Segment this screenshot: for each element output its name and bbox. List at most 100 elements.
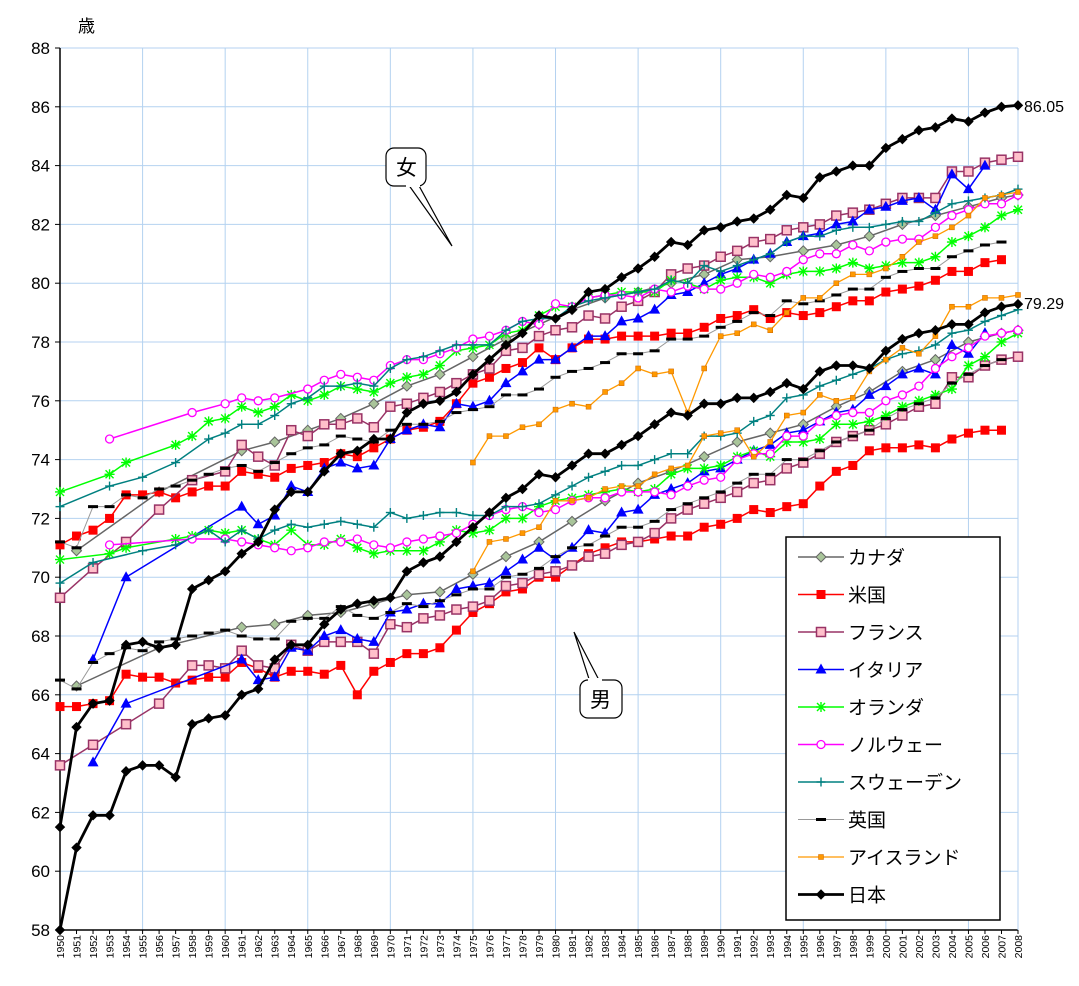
data-point-1-male (914, 440, 924, 450)
data-point-4-female (104, 469, 115, 480)
data-point-9-male (1012, 298, 1024, 310)
data-point-4-male (500, 513, 511, 524)
data-point-5-male (534, 507, 544, 518)
data-point-4-female (963, 231, 974, 242)
data-point-6-male (765, 411, 775, 420)
data-point-9-female (236, 548, 247, 559)
data-point-5-male (649, 487, 660, 497)
data-point-8-male (552, 498, 559, 504)
data-point-9-female (1012, 100, 1024, 111)
data-point-5-male (996, 328, 1007, 338)
data-point-9-female (302, 486, 313, 498)
data-point-4-female (269, 401, 280, 412)
data-point-2-female (368, 422, 380, 433)
data-point-2-male (963, 372, 974, 383)
data-point-5-female (303, 384, 313, 394)
data-point-2-male (500, 580, 512, 592)
data-point-2-male (451, 604, 462, 615)
data-point-3-female (351, 462, 363, 473)
data-point-9-male (831, 360, 842, 371)
data-point-8-female (618, 380, 625, 386)
data-point-9-female (665, 236, 677, 248)
data-point-4-male (401, 545, 412, 556)
data-point-8-male (982, 295, 988, 301)
data-point-6-male (584, 472, 594, 482)
data-point-1-male (716, 519, 726, 529)
data-point-6-female (204, 434, 214, 444)
x-tick-label: 1974 (451, 935, 463, 959)
data-point-9-female (632, 263, 644, 274)
x-tick-label: 1979 (534, 935, 546, 959)
data-point-8-female (519, 424, 526, 431)
data-point-1-female (534, 343, 544, 353)
x-tick-label: 1971 (402, 935, 414, 959)
data-point-9-male (368, 595, 380, 606)
data-point-9-male (665, 407, 677, 418)
data-point-4-male (979, 351, 990, 362)
data-point-2-female (566, 322, 578, 333)
data-point-9-male (946, 319, 958, 330)
data-point-8-female (833, 280, 840, 286)
data-point-3-female (913, 191, 925, 202)
data-point-9-male (335, 604, 347, 615)
data-point-5-female (237, 393, 247, 403)
data-point-2-male (54, 760, 66, 771)
data-point-1-female (683, 328, 693, 338)
x-tick-label: 1989 (699, 935, 711, 959)
data-point-5-male (385, 543, 395, 553)
data-point-6-male (55, 578, 65, 588)
data-point-5-male (1013, 325, 1023, 335)
series-9 (54, 100, 1024, 936)
data-point-2-male (219, 663, 231, 674)
data-point-3-female (830, 218, 842, 229)
data-point-6-male (501, 502, 511, 512)
data-point-5-male (336, 537, 346, 547)
data-point-5-male (451, 528, 462, 538)
data-point-4-male (963, 360, 974, 371)
data-point-8-male (899, 345, 906, 351)
data-point-1-male (980, 425, 990, 435)
data-point-1-female (963, 266, 973, 276)
data-point-8-male (503, 536, 509, 542)
data-point-2-male (715, 492, 726, 504)
data-point-1-male (864, 446, 874, 456)
data-point-2-male (731, 486, 743, 498)
data-point-1-female (72, 531, 82, 541)
data-point-6-male (369, 522, 379, 532)
data-point-6-male (567, 481, 577, 491)
data-point-8-female (1015, 189, 1021, 195)
data-point-2-female (319, 419, 330, 430)
y-tick-label: 70 (31, 568, 50, 587)
x-tick-label: 2008 (1013, 935, 1025, 959)
data-point-6-male (996, 311, 1006, 321)
data-point-8-female (734, 330, 740, 336)
data-point-9-male (153, 760, 165, 771)
data-point-5-male (616, 487, 627, 497)
x-tick-label: 1978 (517, 935, 529, 959)
data-point-6-male (451, 508, 461, 518)
legend-item: オランダ (798, 697, 924, 719)
data-point-2-male (566, 560, 578, 571)
data-point-5-male (435, 531, 445, 541)
data-point-2-female (451, 377, 462, 389)
data-point-4-female (715, 275, 726, 286)
data-point-3-male (616, 506, 628, 517)
data-point-6-female (468, 340, 478, 350)
data-point-2-female (764, 233, 776, 245)
data-point-8-male (519, 530, 526, 536)
data-point-5-male (104, 540, 115, 550)
data-point-9-male (517, 483, 528, 495)
data-point-6-male (650, 455, 660, 465)
data-point-9-male (120, 766, 132, 777)
x-tick-label: 1954 (121, 935, 133, 959)
x-tick-label: 1986 (650, 935, 662, 959)
data-point-9-female (451, 386, 462, 398)
data-point-2-male (748, 477, 759, 489)
data-point-5-female (831, 249, 841, 259)
data-point-1-male (138, 672, 148, 682)
data-point-4-male (715, 460, 726, 471)
series-7 (55, 240, 1007, 691)
data-point-6-male (782, 393, 792, 403)
data-point-9-female (583, 286, 594, 298)
data-point-5-male (270, 543, 280, 553)
